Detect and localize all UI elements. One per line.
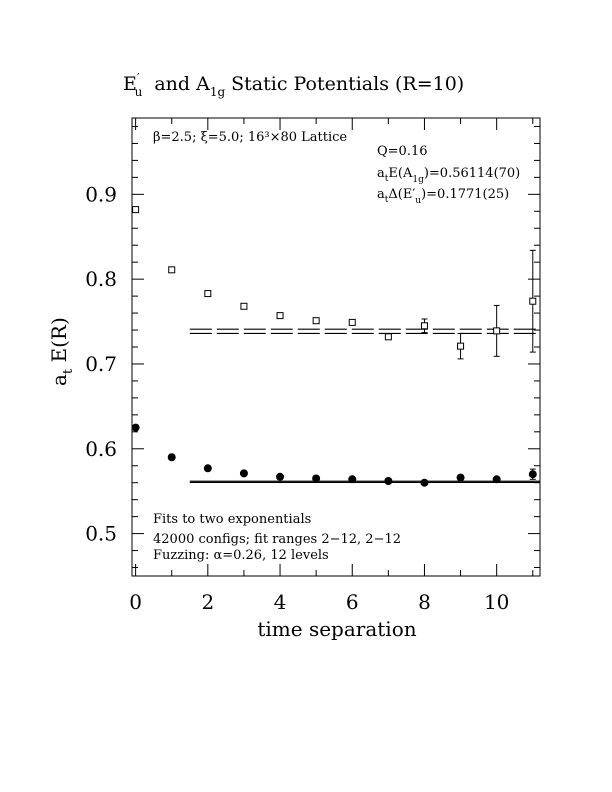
- eu-point: [348, 318, 356, 326]
- chart-title: E′ u and A1g Static Potentials (R=10): [123, 71, 464, 99]
- fit-a1g-sub: t: [385, 174, 389, 184]
- x-tick-label: 6: [346, 590, 359, 614]
- eu-point: [204, 290, 212, 298]
- a1g-point: [167, 453, 176, 462]
- eu-point: [420, 322, 428, 330]
- q-annotation: Q=0.16: [377, 144, 428, 159]
- eu-point: [276, 312, 284, 320]
- a1g-point: [312, 474, 321, 483]
- a1g-point: [239, 469, 248, 478]
- eu-point: [168, 266, 176, 274]
- fit-a1g-annotation: atE(A1g)=0.56114(70): [377, 166, 520, 185]
- y-tick-label: 0.7: [85, 352, 117, 376]
- title-joiner: and: [154, 73, 190, 95]
- title-series1-prime: ′: [137, 71, 140, 85]
- x-tick-label: 8: [418, 590, 431, 614]
- a1g-point: [420, 478, 429, 487]
- configs-annotation: 42000 configs; fit ranges 2−12, 2−12: [153, 532, 401, 547]
- y-label-rest: E(R): [47, 317, 71, 369]
- y-tick-label: 0.8: [85, 267, 117, 291]
- title-series1-sub: u: [135, 85, 143, 99]
- y-axis-label: at E(R): [47, 317, 76, 386]
- a1g-point: [528, 470, 537, 479]
- data-points: [131, 206, 537, 487]
- x-tick-labels: 0 2 4 6 8 10: [129, 590, 509, 614]
- fit-eu-annotation: atΔ(E′u)=0.1771(25): [377, 187, 509, 206]
- y-tick-label: 0.9: [85, 182, 117, 206]
- eu-point: [384, 333, 392, 341]
- a1g-point: [384, 477, 393, 486]
- fit-a1g-mid: E(A: [388, 166, 413, 181]
- fit-lines: [189, 328, 540, 483]
- fit-eu-rest: )=0.1771(25): [421, 187, 509, 202]
- eu-point: [529, 297, 537, 305]
- x-tick-label: 2: [201, 590, 214, 614]
- params-annotation: β=2.5; ξ=5.0; 16³×80 Lattice: [153, 130, 347, 145]
- y-label-sub: t: [61, 368, 76, 374]
- a1g-point: [492, 475, 501, 484]
- y-label-main: a: [47, 374, 71, 386]
- fit-a1g-rest: )=0.56114(70): [424, 166, 520, 181]
- eu-point: [457, 342, 465, 350]
- eu-point: [493, 327, 501, 335]
- fit-eu-main: a: [377, 187, 385, 202]
- fit-eu-sub2: u: [415, 196, 421, 206]
- title-series2-symbol: A: [195, 73, 210, 95]
- fuzzing-annotation: Fuzzing: α=0.26, 12 levels: [153, 548, 329, 563]
- x-axis-label: time separation: [257, 617, 416, 641]
- x-tick-label: 4: [274, 590, 287, 614]
- y-tick-label: 0.5: [85, 522, 117, 546]
- a1g-point: [203, 464, 212, 473]
- eu-point: [132, 206, 140, 214]
- fit-eu-sub: t: [385, 195, 389, 205]
- fit-eu-mid: Δ(E′: [388, 187, 415, 202]
- a1g-point: [276, 472, 285, 481]
- title-rest: Static Potentials (R=10): [231, 73, 464, 95]
- title-series1-symbol: E: [123, 73, 137, 95]
- y-tick-label: 0.6: [85, 437, 117, 461]
- x-tick-label: 0: [129, 590, 142, 614]
- x-tick-label: 10: [484, 590, 509, 614]
- a1g-point: [131, 423, 140, 432]
- fit-a1g-main: a: [377, 166, 385, 181]
- a1g-point: [348, 475, 357, 484]
- fit-a1g-sub2: 1g: [412, 175, 424, 185]
- a1g-point: [456, 473, 465, 482]
- eu-point: [312, 317, 320, 325]
- eu-point: [240, 302, 248, 310]
- y-tick-labels: 0.5 0.6 0.7 0.8 0.9: [85, 182, 117, 545]
- title-series2-sub: 1g: [210, 85, 226, 99]
- fits-annotation: Fits to two exponentials: [153, 512, 311, 527]
